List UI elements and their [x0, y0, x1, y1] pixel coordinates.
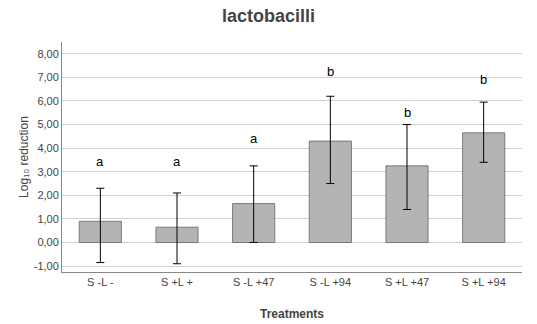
svg-text:4,00: 4,00 — [37, 142, 58, 154]
svg-text:b: b — [404, 105, 411, 120]
svg-text:b: b — [327, 64, 334, 79]
svg-text:lactobacilli: lactobacilli — [222, 6, 315, 26]
svg-text:S +L +47: S +L +47 — [385, 276, 429, 288]
svg-text:S +L +94: S +L +94 — [462, 276, 506, 288]
svg-text:S +L +: S +L + — [161, 276, 193, 288]
svg-text:6,00: 6,00 — [37, 95, 58, 107]
svg-text:b: b — [480, 72, 487, 87]
svg-text:0,00: 0,00 — [37, 236, 58, 248]
svg-text:S -L +94: S -L +94 — [310, 276, 351, 288]
svg-text:1,00: 1,00 — [37, 213, 58, 225]
svg-text:7,00: 7,00 — [37, 71, 58, 83]
svg-text:a: a — [250, 131, 258, 146]
svg-text:3,00: 3,00 — [37, 166, 58, 178]
svg-text:2,00: 2,00 — [37, 189, 58, 201]
svg-text:S -L -: S -L - — [87, 276, 114, 288]
svg-text:Log₁₀ reduction: Log₁₀ reduction — [17, 116, 31, 198]
svg-text:8,00: 8,00 — [37, 48, 58, 60]
svg-text:-1,00: -1,00 — [34, 260, 59, 272]
svg-text:S -L +47: S -L +47 — [233, 276, 274, 288]
svg-text:a: a — [96, 154, 104, 169]
svg-text:a: a — [173, 154, 181, 169]
svg-text:Treatments: Treatments — [260, 307, 324, 321]
svg-text:5,00: 5,00 — [37, 118, 58, 130]
